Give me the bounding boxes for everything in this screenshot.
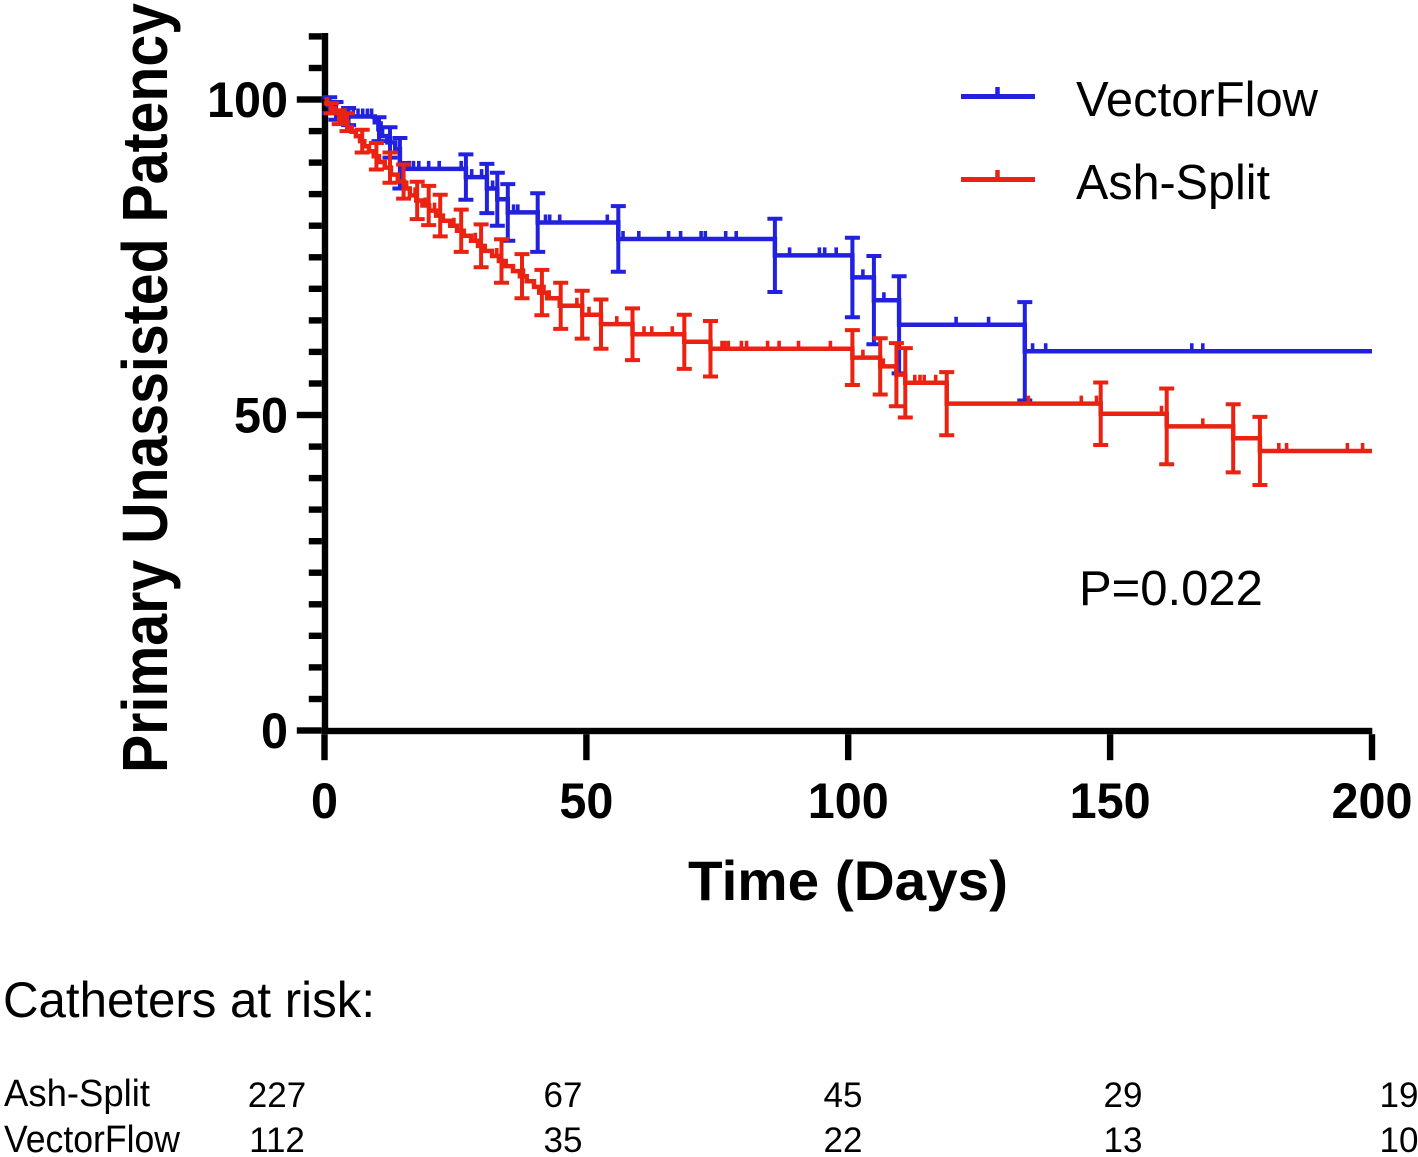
svg-text:VectorFlow: VectorFlow bbox=[4, 1119, 181, 1157]
svg-text:50: 50 bbox=[559, 773, 613, 829]
svg-text:45: 45 bbox=[824, 1076, 863, 1115]
svg-text:150: 150 bbox=[1070, 773, 1151, 829]
svg-text:Ash-Split: Ash-Split bbox=[1076, 156, 1270, 210]
svg-text:P=0.022: P=0.022 bbox=[1079, 562, 1263, 616]
svg-text:50: 50 bbox=[234, 388, 288, 444]
svg-text:100: 100 bbox=[207, 72, 288, 128]
svg-text:0: 0 bbox=[311, 773, 338, 829]
svg-text:35: 35 bbox=[544, 1121, 583, 1157]
svg-text:112: 112 bbox=[249, 1121, 305, 1157]
svg-text:Primary Unassisted Patency: Primary Unassisted Patency bbox=[109, 3, 181, 773]
svg-text:0: 0 bbox=[261, 703, 288, 759]
svg-text:19: 19 bbox=[1380, 1076, 1418, 1115]
svg-text:22: 22 bbox=[824, 1121, 863, 1157]
svg-text:67: 67 bbox=[544, 1076, 583, 1115]
svg-text:200: 200 bbox=[1332, 773, 1413, 829]
svg-text:VectorFlow: VectorFlow bbox=[1076, 73, 1319, 127]
svg-text:29: 29 bbox=[1104, 1076, 1143, 1115]
svg-text:Time (Days): Time (Days) bbox=[688, 849, 1008, 912]
svg-text:Ash-Split: Ash-Split bbox=[4, 1073, 150, 1115]
svg-text:100: 100 bbox=[808, 773, 889, 829]
svg-text:Catheters at risk:: Catheters at risk: bbox=[3, 972, 375, 1028]
svg-text:13: 13 bbox=[1104, 1121, 1143, 1157]
svg-text:227: 227 bbox=[248, 1076, 306, 1115]
svg-text:10: 10 bbox=[1380, 1121, 1418, 1157]
